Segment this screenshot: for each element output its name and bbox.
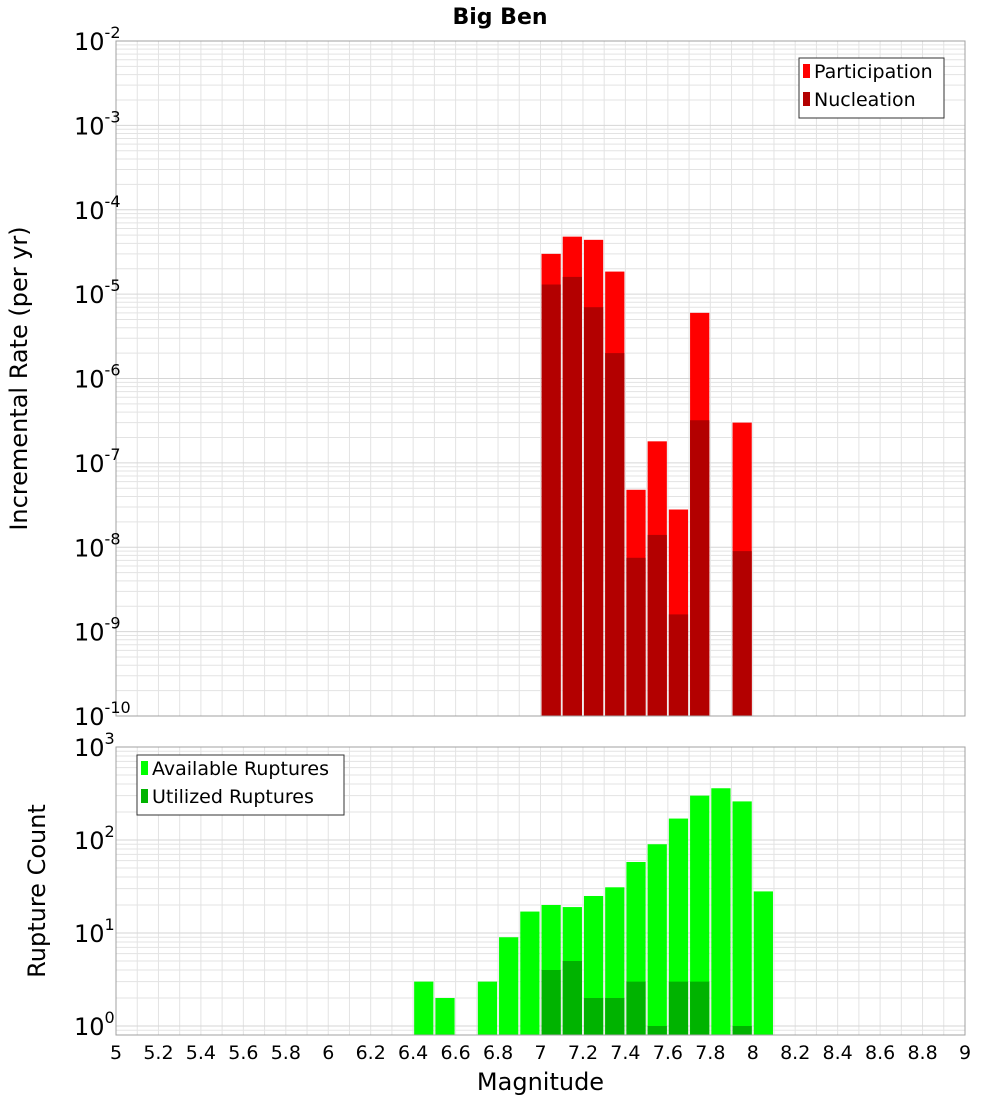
utilized-bar [583, 997, 604, 1035]
legend-swatch [803, 64, 810, 78]
rate-bars [541, 236, 752, 716]
available-bar [520, 911, 540, 1035]
available-bar [732, 801, 752, 1035]
count-legend: Available Ruptures Utilized Ruptures [136, 754, 345, 816]
nucleation-bar [541, 284, 561, 716]
legend-label: Available Ruptures [152, 758, 329, 780]
count-y-tick-labels: 100 101 102 103 [74, 729, 115, 1041]
rate-legend: Participation Nucleation [798, 57, 945, 119]
x-tick-label: 7.6 [653, 1042, 683, 1064]
utilized-bar [626, 981, 646, 1035]
nucleation-bar [583, 307, 604, 716]
nucleation-bar [626, 557, 646, 716]
available-bar [647, 844, 667, 1035]
nucleation-bar [647, 534, 667, 716]
y-tick-label: 10-9 [74, 614, 121, 647]
legend-swatch [141, 761, 148, 775]
x-tick-label: 8.6 [865, 1042, 895, 1064]
x-tick-label: 5.2 [143, 1042, 173, 1064]
y-tick-label: 101 [74, 915, 115, 948]
utilized-bar [668, 981, 689, 1035]
available-bar [753, 891, 773, 1035]
x-tick-label: 5.6 [228, 1042, 258, 1064]
x-tick-label: 7.4 [610, 1042, 640, 1064]
utilized-bar [541, 969, 561, 1035]
available-bar [690, 795, 710, 1035]
available-bar [711, 788, 731, 1035]
available-bar [668, 818, 689, 1035]
x-tick-labels: 5 5.2 5.4 5.6 5.8 6 6.2 6.4 6.6 6.8 7 7.2 7.4 7.6 7.8 8… [110, 1042, 971, 1064]
utilized-bar [647, 1025, 667, 1035]
y-tick-label: 10-7 [74, 445, 121, 478]
nucleation-bar [562, 276, 582, 716]
x-tick-label: 6.2 [356, 1042, 386, 1064]
x-tick-label: 8 [747, 1042, 759, 1064]
available-bar [477, 981, 498, 1035]
available-bar [435, 997, 455, 1035]
y-tick-label: 10-5 [74, 276, 121, 309]
available-bar [499, 937, 519, 1035]
count-panel: 100 101 102 103 5 5.2 5.4 5.6 5.8 6 6.2 6.4 6.6 6.8 7… [23, 729, 971, 1096]
y-tick-label: 10-6 [74, 361, 121, 394]
x-tick-label: 6 [322, 1042, 334, 1064]
legend-label: Nucleation [814, 89, 916, 111]
legend-label: Participation [814, 61, 933, 83]
rate-y-axis-label: Incremental Rate (per yr) [5, 226, 33, 530]
x-tick-label: 9 [959, 1042, 971, 1064]
rate-gridlines [115, 41, 966, 717]
x-tick-label: 5 [110, 1042, 122, 1064]
utilized-bar [562, 960, 582, 1035]
y-tick-label: 10-2 [74, 23, 121, 56]
legend-label: Utilized Ruptures [152, 786, 314, 808]
y-tick-label: 103 [74, 729, 115, 762]
x-tick-label: 7.8 [695, 1042, 725, 1064]
rate-panel: 10-10 10-9 10-8 10-7 10-6 10-5 10-4 10-3 10-2 In… [5, 23, 966, 731]
legend-swatch [803, 92, 810, 106]
count-plot-frame [115, 746, 966, 1036]
chart-title: Big Ben [452, 5, 547, 30]
x-tick-label: 7.2 [568, 1042, 598, 1064]
legend-swatch [141, 789, 148, 803]
y-tick-label: 10-8 [74, 529, 121, 562]
nucleation-bar [732, 551, 752, 716]
nucleation-bar [605, 353, 625, 716]
count-y-axis-label: Rupture Count [23, 804, 51, 978]
count-bars [414, 788, 773, 1035]
x-tick-label: 5.8 [271, 1042, 301, 1064]
nucleation-bar [668, 614, 689, 716]
legend-box [798, 57, 945, 119]
y-tick-label: 10-3 [74, 107, 121, 140]
y-tick-label: 10-10 [74, 698, 131, 731]
nucleation-bar [690, 420, 710, 716]
x-tick-label: 6.4 [398, 1042, 428, 1064]
utilized-bar [732, 1025, 752, 1035]
x-tick-label: 8.8 [907, 1042, 937, 1064]
legend-box [136, 754, 345, 816]
y-tick-label: 102 [74, 822, 115, 855]
utilized-bar [690, 981, 710, 1035]
rate-y-tick-labels: 10-10 10-9 10-8 10-7 10-6 10-5 10-4 10-3 10-2 [74, 23, 131, 731]
y-tick-label: 10-4 [74, 192, 121, 225]
x-tick-label: 7 [534, 1042, 546, 1064]
x-tick-label: 6.6 [440, 1042, 470, 1064]
x-tick-label: 5.4 [186, 1042, 216, 1064]
available-bar [414, 981, 434, 1035]
rate-plot-frame [115, 40, 966, 717]
x-axis-label: Magnitude [477, 1068, 604, 1096]
y-tick-label: 100 [74, 1008, 115, 1041]
utilized-bar [605, 997, 625, 1035]
x-tick-label: 6.8 [483, 1042, 513, 1064]
x-tick-label: 8.2 [780, 1042, 810, 1064]
x-tick-label: 8.4 [823, 1042, 853, 1064]
